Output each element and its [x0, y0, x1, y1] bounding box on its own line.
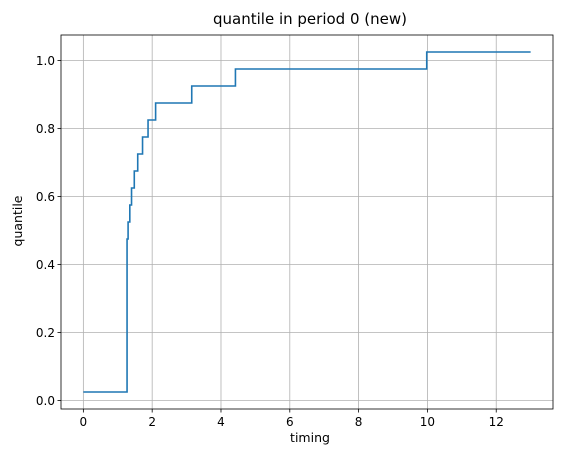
- x-tick-label: 8: [355, 415, 363, 429]
- x-tick-label: 2: [148, 415, 156, 429]
- y-tick-label: 0.4: [36, 258, 55, 272]
- series-group: [83, 51, 531, 393]
- x-tick-label: 4: [217, 415, 225, 429]
- y-tick-label: 0.6: [36, 190, 55, 204]
- y-tick-label: 0.2: [36, 326, 55, 340]
- x-tick-label: 12: [489, 415, 504, 429]
- y-tick-label: 0.0: [36, 394, 55, 408]
- x-tick-label: 6: [286, 415, 294, 429]
- x-tick-label: 0: [80, 415, 88, 429]
- ticks: 0 2 4 6 8 10 12 0.0 0.2 0.4 0.6 0.8 1.0: [36, 54, 504, 429]
- y-tick-label: 1.0: [36, 54, 55, 68]
- chart-title: quantile in period 0 (new): [213, 10, 407, 28]
- x-tick-label: 10: [420, 415, 435, 429]
- grid: [61, 35, 553, 409]
- plot-frame: [60, 34, 554, 410]
- y-tick-label: 0.8: [36, 122, 55, 136]
- x-axis-label: timing: [290, 430, 330, 445]
- y-axis-label: quantile: [10, 195, 25, 246]
- series-line: [83, 51, 531, 393]
